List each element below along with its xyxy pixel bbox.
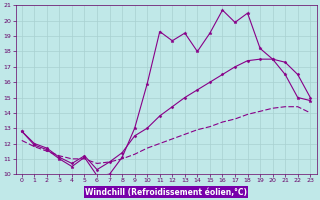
X-axis label: Windchill (Refroidissement éolien,°C): Windchill (Refroidissement éolien,°C): [85, 188, 247, 197]
